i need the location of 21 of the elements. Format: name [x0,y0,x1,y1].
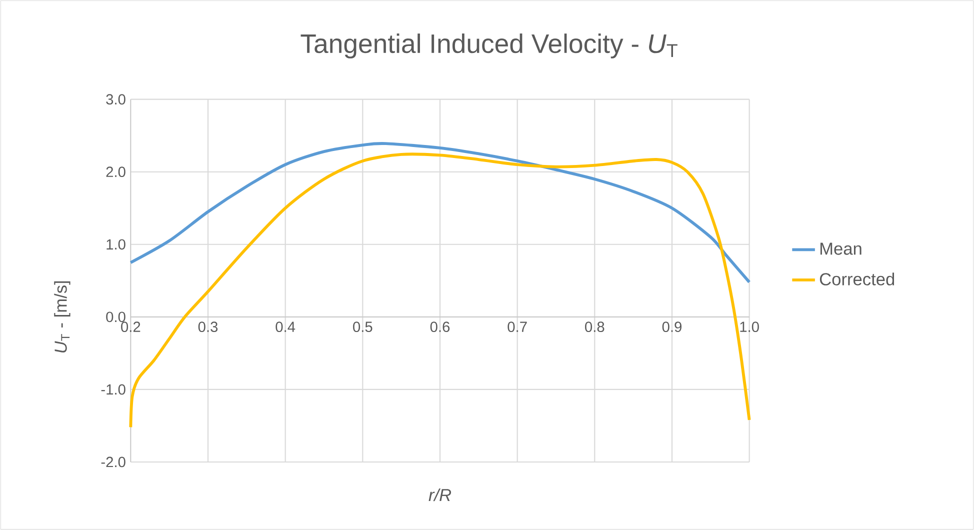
y-tick-label: 0.0 [106,312,126,322]
chart-title: Tangential Induced Velocity - U$_{T}$ [300,34,678,58]
legend-label: Corrected [820,272,894,286]
y-tick-label: 3.0 [106,94,126,105]
x-tick-label: 0.5 [353,322,372,332]
legend-label: Mean [820,242,862,255]
x-axis-title: r/R [428,488,452,502]
x-tick-label: 0.8 [585,322,604,332]
x-tick-label: 0.2 [121,322,140,332]
x-tick-label: 0.4 [276,322,296,332]
y-tick-label: 2.0 [106,166,126,178]
x-tick-label: 0.3 [198,322,218,332]
x-tick-label: 0.7 [508,322,527,332]
x-tick-label: 0.9 [662,322,682,332]
line-series [129,142,751,284]
y-tick-label: -2.0 [101,456,126,468]
y-tick-label: 1.0 [106,239,126,250]
y-axis-title: U$_{T}$ - [m/s] [54,281,70,352]
x-tick-label: 1.0 [740,322,759,332]
x-tick-label: 0.6 [430,322,450,332]
y-tick-label: -1.0 [101,384,126,395]
